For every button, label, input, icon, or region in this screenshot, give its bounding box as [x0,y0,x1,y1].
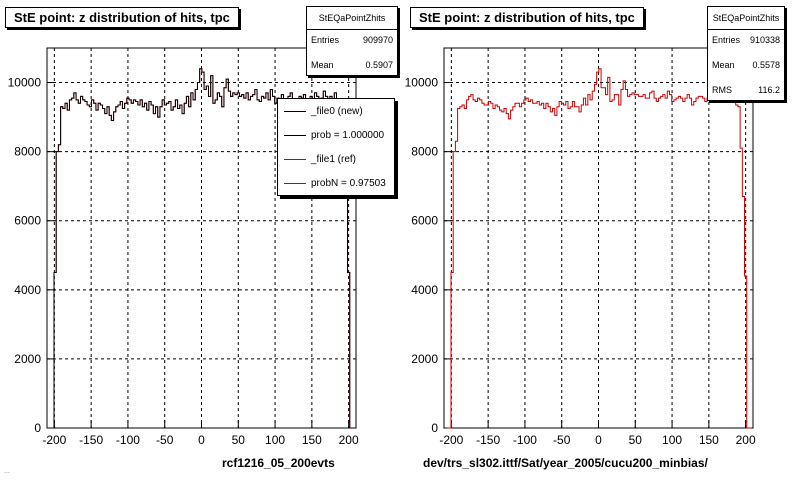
corner-stamp: ... [4,468,10,475]
right-y-tick-label: 10000 [405,76,439,90]
left-x-tick-label: 100 [265,433,285,447]
legend-label-probn: probN = 0.97503 [311,177,386,189]
right-axes [443,47,754,429]
right-y-tick-label: 2000 [411,352,438,366]
left-y-tick-label: 4000 [14,283,41,297]
left-x-tick-label: 200 [339,433,359,447]
left-y-tick-label: 10000 [8,76,42,90]
right-x-tick-label: 200 [736,433,756,447]
right-stats-rms-value: 116.2 [758,85,780,95]
right-x-tick-label: -100 [513,433,537,447]
right-y-tick-label: 0 [431,421,438,435]
legend-swatch-prob [284,134,306,136]
legend-swatch-probn [284,182,306,184]
right-stats-name: StEQaPointZhits [708,7,784,30]
right-y-tick-label: 8000 [411,145,438,159]
legend-label-file0: _file0 (new) [311,105,363,117]
left-legend: _file0 (new) prob = 1.000000 _file1 (ref… [277,98,395,196]
left-tick-labels: -200 -150 -100 -50 0 50 100 150 2000200040006000… [8,76,359,447]
right-stats-mean-label: Mean [712,60,735,70]
legend-entry-prob: prob = 1.000000 [278,123,394,147]
right-stats-entries-label: Entries [712,35,741,45]
left-stats-mean-value: 0.5907 [365,60,393,70]
left-stats-row-entries: Entries 909970 [307,30,397,50]
left-x-tick-label: 0 [198,433,205,447]
left-chart-title: StE point: z distribution of hits, tpc [5,7,239,28]
left-x-tick-label: 50 [232,433,246,447]
left-x-tick-label: -100 [116,433,140,447]
left-x-tick-label: -50 [156,433,174,447]
right-stats-row-rms: RMS 116.2 [708,75,784,100]
right-stats-rms-label: RMS [712,85,732,95]
legend-label-file1: _file1 (ref) [311,153,357,165]
right-series-lines [446,68,752,429]
left-y-tick-label: 2000 [14,352,41,366]
left-y-tick-label: 8000 [14,145,41,159]
left-x-tick-label: -150 [79,433,103,447]
right-x-tick-label: -200 [439,433,463,447]
left-stats-row-mean: Mean 0.5907 [307,50,397,75]
left-y-tick-label: 6000 [14,214,41,228]
right-chart-title: StE point: z distribution of hits, tpc [410,7,644,28]
right-x-tick-label: -50 [553,433,571,447]
left-stats-name: StEQaPointZhits [307,7,397,30]
legend-label-prob: prob = 1.000000 [311,129,385,141]
right-x-tick-label: -150 [476,433,500,447]
legend-entry-file0: _file0 (new) [278,99,394,123]
right-series-line-0 [446,68,752,429]
right-x-label: dev/trs_sl302.ittf/Sat/year_2005/cucu200… [423,456,708,470]
left-stats-box: StEQaPointZhits Entries 909970 Mean 0.59… [306,6,398,76]
left-x-label: rcf1216_05_200evts [222,456,335,470]
left-stats-mean-label: Mean [311,60,334,70]
left-stats-entries-label: Entries [311,35,340,45]
legend-swatch-file1 [284,158,306,160]
right-grid [444,48,753,429]
right-y-tick-label: 6000 [411,214,438,228]
right-x-tick-label: 100 [662,433,682,447]
left-x-tick-label: 150 [302,433,322,447]
right-y-tick-label: 4000 [411,283,438,297]
legend-entry-file1: _file1 (ref) [278,147,394,171]
right-x-tick-label: 50 [629,433,643,447]
left-x-tick-label: -200 [42,433,66,447]
legend-swatch-file0 [284,110,306,112]
right-tick-labels: -200 -150 -100 -50 0 50 100 150 2000200040006000… [405,76,756,447]
left-stats-entries-value: 909970 [362,35,393,45]
right-stats-mean-value: 0.5578 [752,60,780,70]
right-stats-row-entries: Entries 910338 [708,30,784,50]
legend-entry-probn: probN = 0.97503 [278,171,394,195]
right-stats-box: StEQaPointZhits Entries 910338 Mean 0.55… [707,6,785,101]
right-x-tick-label: 150 [699,433,719,447]
right-stats-entries-value: 910338 [749,35,780,45]
right-x-tick-label: 0 [595,433,602,447]
left-y-tick-label: 0 [34,421,41,435]
right-stats-row-mean: Mean 0.5578 [708,50,784,75]
